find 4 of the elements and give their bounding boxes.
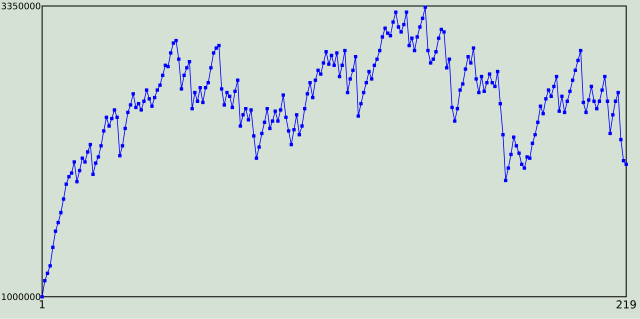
y-tick-label: 1000000 bbox=[2, 294, 40, 300]
y-tick-label: 3350000 bbox=[2, 2, 40, 10]
x-tick-label: 219 bbox=[616, 300, 636, 309]
x-tick-label: 1 bbox=[40, 300, 45, 308]
